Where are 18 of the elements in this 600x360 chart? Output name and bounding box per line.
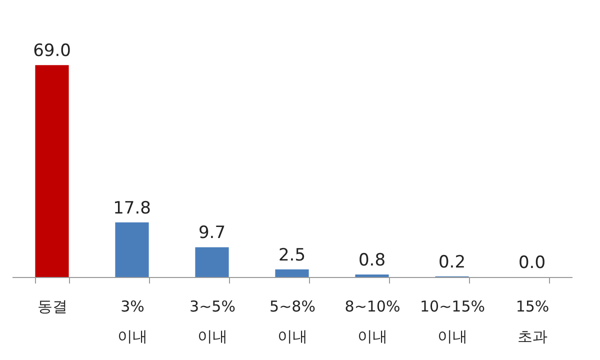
- data-label: 0.8: [358, 250, 386, 271]
- data-label: 0.2: [438, 252, 466, 272]
- data-label: 69.0: [33, 41, 71, 62]
- x-tick-label: 15% 초과: [516, 298, 550, 346]
- bar: [35, 65, 69, 277]
- bar: [195, 247, 229, 277]
- x-tick-label: 8~10% 이내: [344, 298, 400, 346]
- x-tick-label: 10~15% 이내: [420, 298, 485, 346]
- x-tick-label: 5~8% 이내: [270, 298, 316, 346]
- data-label: 9.7: [198, 223, 226, 244]
- x-tick-label: 동결: [38, 298, 68, 316]
- data-label: 2.5: [278, 245, 306, 266]
- data-label: 17.8: [113, 198, 151, 218]
- x-tick-label: 3~5% 이내: [190, 298, 236, 346]
- bar: [115, 222, 149, 277]
- data-label: 0.0: [518, 253, 546, 273]
- x-tick-label: 3% 이내: [118, 298, 148, 346]
- bar: [275, 269, 309, 277]
